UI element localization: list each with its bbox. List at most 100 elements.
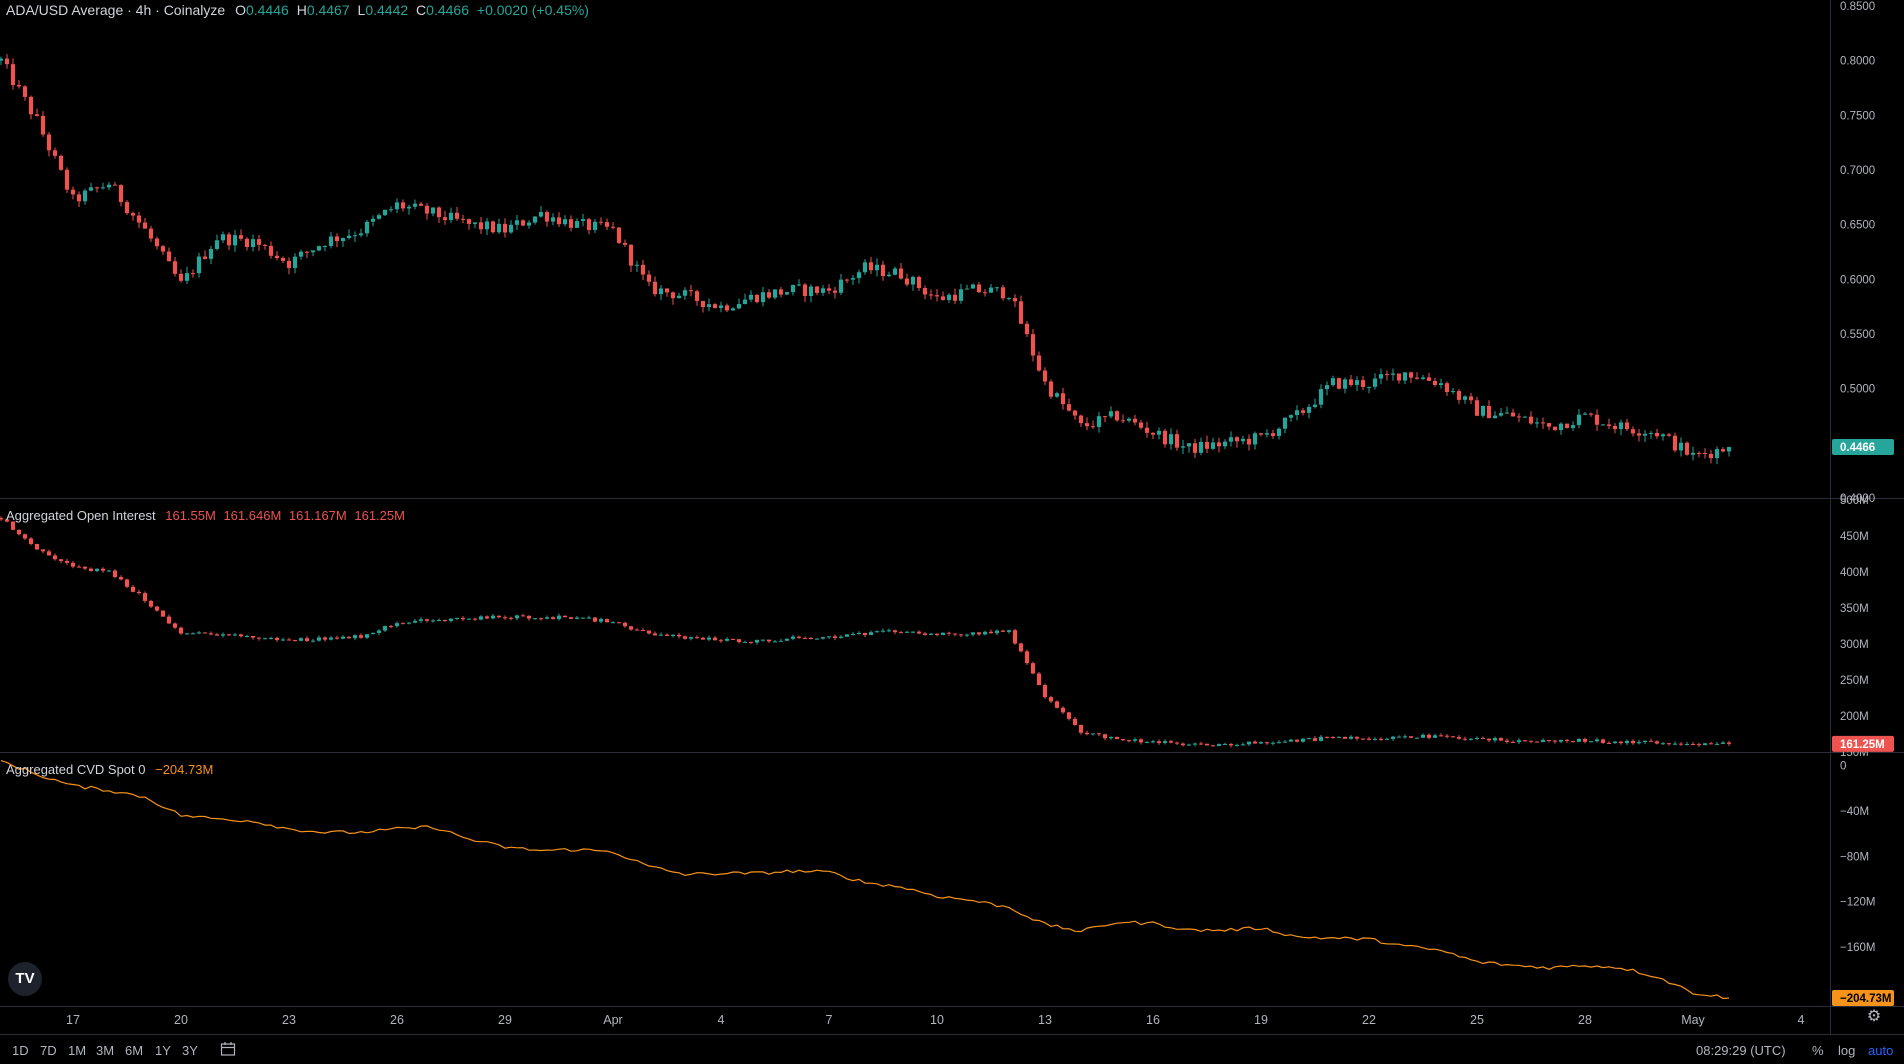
candle-body <box>322 637 328 640</box>
candle-body <box>610 226 616 228</box>
candle-body <box>1264 433 1270 435</box>
candle-body <box>670 292 676 299</box>
oi-value-low: 161.167M <box>288 508 347 523</box>
candle-body <box>712 304 718 308</box>
candle-body <box>142 222 148 229</box>
candle-body <box>982 292 988 294</box>
candle-body <box>682 636 688 639</box>
candle-body <box>904 278 910 285</box>
last-value-label: 161.25M <box>1840 739 1885 751</box>
range-3y-button[interactable]: 3Y <box>182 1043 198 1058</box>
candle-body <box>418 203 424 206</box>
candle-body <box>1354 736 1360 739</box>
candle-body <box>1024 323 1030 335</box>
candle-body <box>658 288 664 295</box>
percent-toggle[interactable]: % <box>1812 1043 1824 1058</box>
range-1d-button[interactable]: 1D <box>12 1043 29 1058</box>
candle-body <box>112 184 118 186</box>
range-3m-button[interactable]: 3M <box>96 1043 115 1058</box>
candle-body <box>862 262 868 273</box>
candle-body <box>1174 434 1180 448</box>
candle-body <box>10 521 16 530</box>
candle-body <box>106 570 112 572</box>
candle-body <box>844 634 850 637</box>
candle-body <box>1336 736 1342 738</box>
range-1m-button[interactable]: 1M <box>68 1043 87 1058</box>
candle-body <box>1612 425 1618 430</box>
candle-body <box>1402 736 1408 738</box>
candle-body <box>1294 739 1300 742</box>
candle-body <box>34 543 40 550</box>
candle-body <box>1000 287 1006 299</box>
auto-toggle[interactable]: auto <box>1868 1043 1894 1058</box>
candle-body <box>1024 651 1030 664</box>
tradingview-logo[interactable]: TV <box>8 962 42 996</box>
candle-body <box>424 619 430 621</box>
candle-body <box>1324 736 1330 738</box>
candle-body <box>400 202 406 209</box>
time-axis[interactable]: 17 20 23 26 29 Apr 4 7 10 13 16 19 22 25 28 May 4 <box>66 1013 1804 1027</box>
candle-body <box>1366 738 1372 740</box>
clock[interactable]: 08:29:29 (UTC) <box>1696 1043 1786 1058</box>
candle-body <box>1384 374 1390 376</box>
log-toggle[interactable]: log <box>1838 1043 1856 1058</box>
candle-body <box>418 619 424 621</box>
candle-body <box>628 626 634 630</box>
candle-body <box>0 518 4 520</box>
candle-body <box>694 637 700 639</box>
candle-body <box>358 635 364 638</box>
candle-body <box>1534 741 1540 743</box>
candle-body <box>1468 738 1474 740</box>
candle-body <box>652 281 658 295</box>
candle-body <box>1420 734 1426 738</box>
candle-body <box>790 636 796 639</box>
candle-body <box>22 86 28 97</box>
x-tick-label: 23 <box>282 1013 296 1027</box>
candle-body <box>946 294 952 300</box>
candle-body <box>1108 411 1114 417</box>
price-axis[interactable]: 0.8500 0.8000 0.7500 0.7000 0.6500 0.6000 0.55… <box>1832 1 1894 1007</box>
range-6m-button[interactable]: 6M <box>125 1043 144 1058</box>
candle-body <box>1576 738 1582 742</box>
candle-body <box>1042 370 1048 382</box>
oi-value-close: 161.25M <box>354 508 405 523</box>
range-1y-button[interactable]: 1Y <box>155 1043 171 1058</box>
gear-icon[interactable]: ⚙ <box>1866 1008 1882 1025</box>
candle-body <box>190 633 196 635</box>
x-tick-label: 4 <box>718 1013 725 1027</box>
candle-body <box>1276 742 1282 744</box>
candle-body <box>1180 446 1186 448</box>
candle-body <box>1270 742 1276 744</box>
candle-body <box>1432 735 1438 738</box>
candle-body <box>604 222 610 227</box>
candle-body <box>112 570 118 578</box>
candle-body <box>1654 741 1660 744</box>
candle-body <box>286 260 292 268</box>
candle-body <box>586 219 592 230</box>
candle-body <box>976 284 982 293</box>
candle-body <box>886 274 892 277</box>
calendar-icon[interactable] <box>220 1041 236 1057</box>
candle-body <box>400 623 406 625</box>
candle-body <box>700 300 706 308</box>
y-tick-label: 350M <box>1840 603 1869 615</box>
candle-body <box>1708 453 1714 459</box>
candle-body <box>1684 442 1690 455</box>
last-value-badge <box>1832 990 1894 1007</box>
candle-body <box>814 638 820 640</box>
candle-body <box>286 639 292 641</box>
x-tick-label: 4 <box>1798 1013 1805 1027</box>
range-7d-button[interactable]: 7D <box>40 1043 57 1058</box>
candle-body <box>604 619 610 623</box>
candle-body <box>442 619 448 621</box>
y-tick-label: 0.8000 <box>1840 56 1875 68</box>
candle-body <box>1318 736 1324 741</box>
candle-body <box>1240 438 1246 442</box>
candle-body <box>1006 630 1012 632</box>
candle-body <box>190 273 196 275</box>
candle-body <box>406 622 412 624</box>
candle-body <box>1462 738 1468 740</box>
candle-body <box>46 551 52 556</box>
candle-body <box>496 615 502 618</box>
